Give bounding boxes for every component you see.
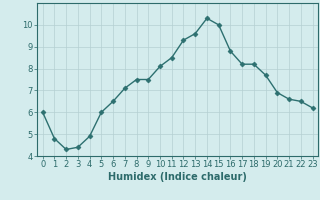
X-axis label: Humidex (Indice chaleur): Humidex (Indice chaleur) — [108, 172, 247, 182]
